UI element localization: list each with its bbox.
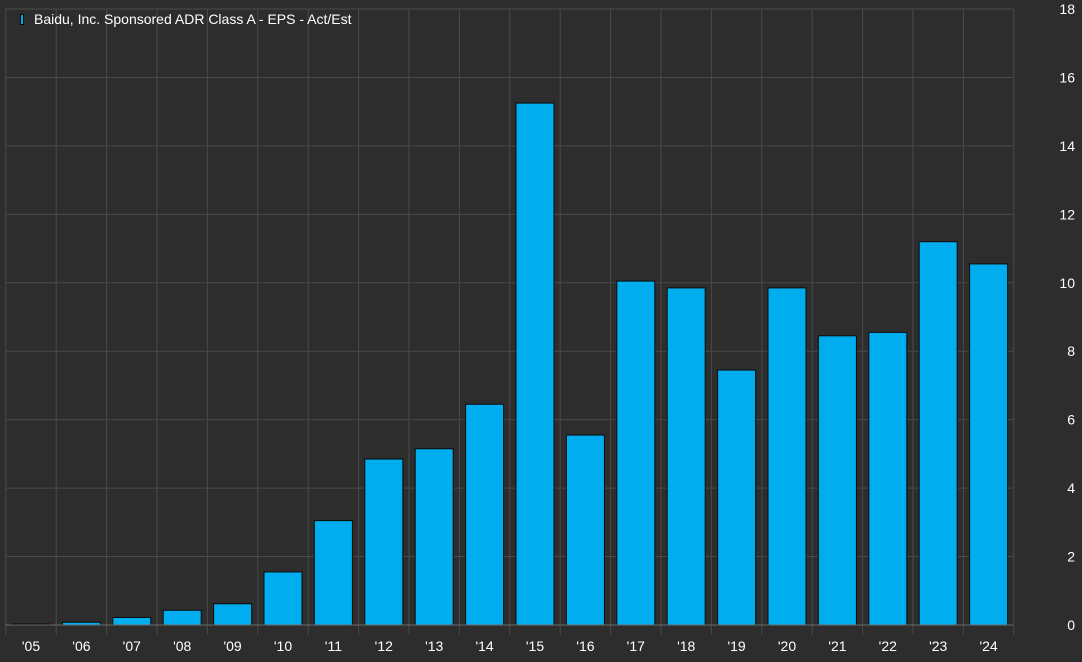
bar <box>263 571 303 626</box>
x-tick-label: '18 <box>677 638 695 654</box>
x-tick-label: '15 <box>526 638 544 654</box>
bar <box>515 102 555 626</box>
bar <box>465 403 505 626</box>
bar <box>414 448 454 626</box>
bar <box>918 241 958 626</box>
bar <box>162 609 202 626</box>
x-tick-label: '08 <box>173 638 191 654</box>
x-tick-label: '17 <box>627 638 645 654</box>
legend: Baidu, Inc. Sponsored ADR Class A - EPS … <box>20 11 351 27</box>
bar <box>817 335 857 626</box>
bar <box>717 369 757 626</box>
bar <box>666 287 706 626</box>
legend-label: Baidu, Inc. Sponsored ADR Class A - EPS … <box>34 11 352 27</box>
bar <box>616 280 656 626</box>
legend-swatch <box>20 13 24 25</box>
x-tick-label: '10 <box>274 638 292 654</box>
bar <box>213 603 253 626</box>
x-tick-label: '11 <box>325 638 342 654</box>
x-tick-label: '24 <box>979 638 997 654</box>
bar <box>313 520 353 626</box>
x-tick-label: '05 <box>22 638 40 654</box>
x-tick-label: '23 <box>929 638 947 654</box>
y-tick-label: 2 <box>1067 549 1075 565</box>
bar <box>868 331 908 626</box>
x-tick-label: '09 <box>223 638 241 654</box>
y-tick-label: 10 <box>1059 275 1075 291</box>
y-tick-label: 14 <box>1059 138 1075 154</box>
x-tick-label: '22 <box>879 638 897 654</box>
bar <box>767 287 807 626</box>
x-tick-label: '07 <box>123 638 141 654</box>
bar <box>969 263 1009 626</box>
y-tick-label: 6 <box>1067 412 1075 428</box>
bar <box>565 434 605 626</box>
y-tick-label: 4 <box>1067 480 1075 496</box>
bar <box>112 616 152 626</box>
x-tick-label: '16 <box>576 638 594 654</box>
y-tick-label: 18 <box>1059 1 1075 17</box>
x-tick-label: '21 <box>828 638 846 654</box>
x-tick-label: '13 <box>425 638 443 654</box>
x-tick-label: '14 <box>475 638 493 654</box>
x-tick-label: '20 <box>778 638 796 654</box>
y-tick-label: 8 <box>1067 343 1075 359</box>
bar <box>364 458 404 626</box>
x-tick-label: '12 <box>375 638 393 654</box>
y-tick-label: 12 <box>1059 206 1075 222</box>
x-tick-label: '19 <box>727 638 745 654</box>
y-tick-label: 0 <box>1067 617 1075 633</box>
y-tick-label: 16 <box>1059 69 1075 85</box>
x-tick-label: '06 <box>72 638 90 654</box>
